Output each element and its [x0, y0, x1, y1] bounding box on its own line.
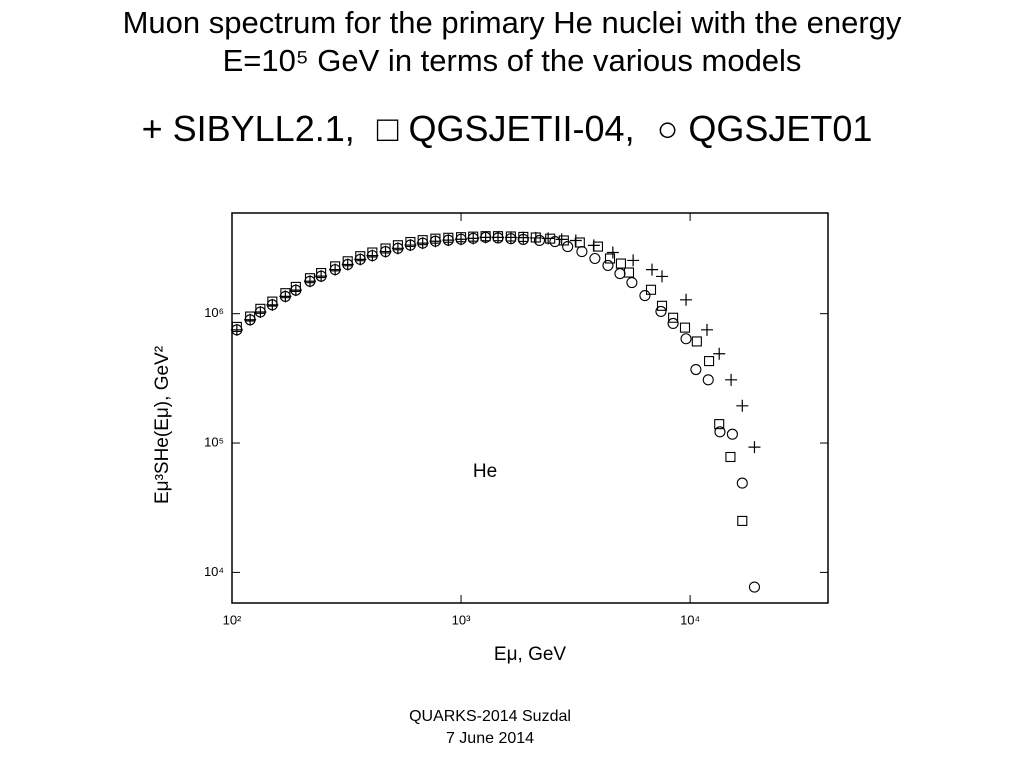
square-marker	[714, 419, 725, 430]
square-marker	[604, 253, 616, 264]
square-marker	[574, 237, 585, 248]
square-marker	[656, 300, 668, 311]
legend-symbol: □	[376, 108, 399, 149]
circle-marker	[533, 234, 546, 247]
y-tick-label: 10⁶	[204, 305, 224, 320]
circle-marker	[626, 276, 638, 289]
plus-marker	[646, 263, 659, 276]
plus-marker	[736, 399, 749, 412]
plus-marker	[725, 373, 738, 386]
square-marker	[623, 267, 635, 278]
circle-marker	[736, 477, 748, 489]
square-marker	[668, 312, 679, 323]
title: Muon spectrum for the primary He nuclei …	[0, 4, 1024, 80]
plot-frame	[231, 212, 829, 604]
circle-marker	[505, 233, 517, 245]
plus-marker	[627, 254, 640, 267]
circle-marker	[279, 290, 291, 302]
circle-marker	[254, 306, 266, 318]
annotation: He	[473, 461, 497, 482]
legend-item: + SIBYLL2.1,	[142, 108, 365, 150]
x-tick-label: 10²	[223, 612, 242, 627]
circle-marker	[517, 233, 529, 245]
legend-symbol: ○	[656, 108, 679, 149]
circle-marker	[639, 290, 651, 302]
circle-marker	[354, 253, 366, 265]
circle-marker	[576, 246, 588, 258]
legend-item: ○ QGSJET01	[657, 108, 883, 150]
square-marker	[679, 322, 691, 333]
y-axis-label: Eμ³SHe(Eμ), GeV²	[152, 346, 173, 504]
circle-marker	[690, 363, 702, 376]
plus-marker	[606, 246, 619, 259]
circle-marker	[342, 258, 354, 271]
circle-marker	[614, 268, 626, 280]
circle-marker	[417, 237, 429, 249]
plus-marker	[656, 270, 669, 283]
legend-symbol: +	[141, 108, 163, 149]
circle-marker	[492, 232, 504, 244]
circle-marker	[655, 305, 667, 318]
square-marker	[704, 356, 715, 367]
circle-marker	[329, 264, 341, 276]
circle-marker	[244, 314, 256, 326]
square-marker	[530, 232, 541, 243]
circle-marker	[714, 426, 726, 438]
footer-line: QUARKS-2014 Suzdal	[409, 708, 571, 725]
square-marker	[267, 296, 278, 307]
plus-marker	[713, 347, 726, 360]
circle-marker	[379, 246, 392, 258]
circle-marker	[748, 581, 761, 593]
circle-marker	[549, 235, 561, 248]
square-marker	[592, 241, 604, 252]
circle-marker	[726, 428, 738, 440]
circle-marker	[442, 234, 454, 246]
x-axis-label: Eμ, GeV	[494, 644, 567, 665]
y-tick-label: 10⁵	[204, 434, 224, 449]
title-line: Muon spectrum for the primary He nuclei …	[122, 5, 902, 40]
circle-marker	[290, 284, 302, 296]
legend-label: QGSJET01	[688, 108, 873, 149]
circle-marker	[455, 233, 467, 245]
plus-marker	[700, 323, 713, 336]
square-marker	[725, 451, 736, 463]
circle-marker	[315, 270, 327, 282]
footer: QUARKS-2014 Suzdal 7 June 2014	[0, 706, 980, 750]
circle-marker	[702, 374, 714, 386]
circle-marker	[404, 239, 416, 251]
circle-marker	[429, 235, 441, 247]
square-marker	[691, 336, 702, 347]
title-line: E=10⁵ GeV in terms of the various models	[222, 43, 802, 78]
legend-item: □ QGSJETII-04,	[377, 108, 645, 150]
square-marker	[615, 258, 626, 269]
plus-marker	[555, 233, 568, 246]
square-marker	[645, 284, 657, 295]
x-tick-label: 10³	[452, 612, 471, 627]
legend-label: SIBYLL2.1,	[172, 108, 355, 149]
circle-marker	[602, 259, 614, 271]
circle-marker	[589, 252, 601, 265]
circle-marker	[366, 250, 378, 262]
legend: + SIBYLL2.1, □ QGSJETII-04, ○ QGSJET01	[0, 108, 1024, 150]
circle-marker	[480, 231, 492, 243]
y-tick-label: 10⁴	[204, 564, 224, 579]
circle-marker	[467, 232, 479, 244]
plus-marker	[680, 293, 693, 306]
circle-marker	[392, 242, 404, 254]
square-marker	[737, 515, 748, 526]
circle-marker	[304, 275, 316, 287]
circle-marker	[667, 317, 679, 330]
circle-marker	[680, 333, 692, 345]
plus-marker	[748, 441, 761, 454]
legend-label: QGSJETII-04,	[408, 108, 635, 149]
circle-marker	[562, 241, 574, 253]
circle-marker	[266, 299, 278, 311]
circle-marker	[231, 324, 243, 336]
footer-line: 7 June 2014	[445, 730, 535, 747]
x-tick-label: 10⁴	[680, 612, 700, 627]
